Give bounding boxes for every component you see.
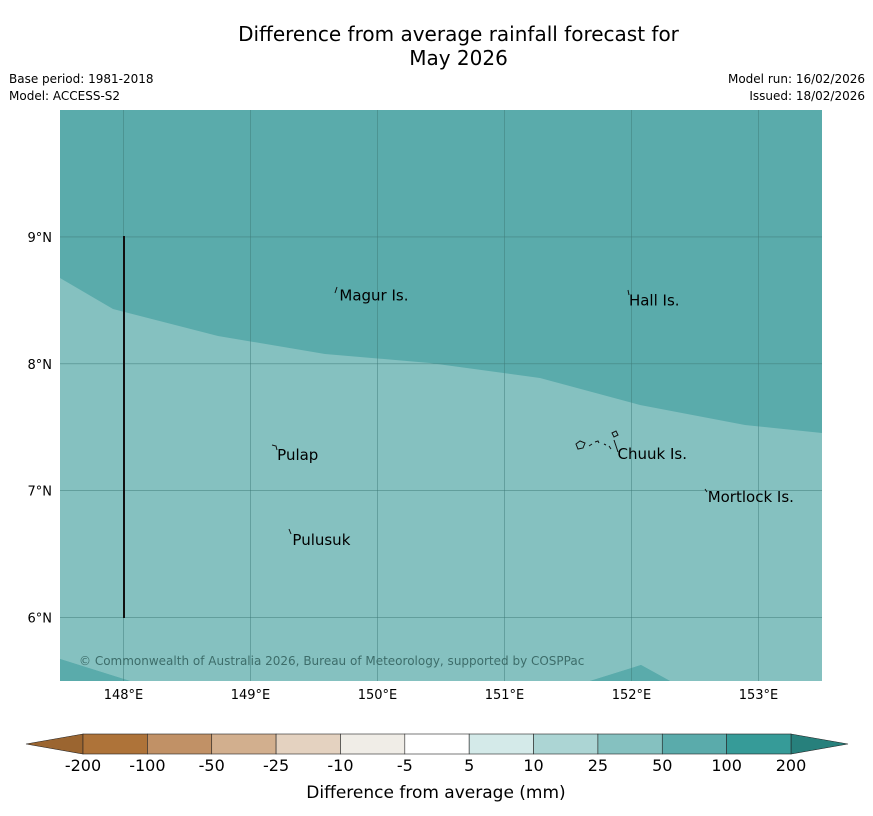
anomaly-band-lower-50-100 [60,659,670,681]
chuuk-lagoon-island-2 [588,443,593,447]
place-label-1: Hall Is. [629,291,680,309]
colorbar-segment-2 [211,733,277,755]
copyright-text: © Commonwealth of Australia 2026, Bureau… [79,654,584,668]
place-labels: Magur Is. Hall Is. Pulap Chuuk Is. Mortlock … [277,286,794,549]
colorbar-tick-label-1: -100 [129,756,165,775]
lon-tick-label-2: 150°E [358,688,398,703]
colorbar-segment-0 [82,733,148,755]
chuuk-lagoon-island-3 [594,440,600,444]
pulusuk-island-shape [288,528,292,535]
lat-tick-label-0: 9°N [28,231,53,246]
colorbar-under-extension [25,733,84,755]
colorbar-segment-5 [404,733,470,755]
lat-tick-label-3: 6°N [28,612,53,627]
colorbar-segment-6 [468,733,534,755]
colorbar-tick-label-4: -10 [327,756,353,775]
map-title: Difference from average rainfall forecas… [0,22,873,70]
colorbar-segment-3 [275,733,341,755]
model-run-text: Model run: 16/02/2026 [727,72,865,86]
colorbar-segment-7 [533,733,599,755]
colorbar-title: Difference from average (mm) [306,783,565,803]
map-panel: Magur Is. Hall Is. Pulap Chuuk Is. Mortlock … [60,110,822,681]
colorbar-tick-label-11: 200 [776,756,807,775]
colorbar-tick-label-0: -200 [65,756,101,775]
chuuk-lagoon-island-5 [611,430,619,453]
place-label-3: Chuuk Is. [618,445,687,463]
colorbar-segment-4 [340,733,406,755]
meta-left: Base period: 1981-2018 Model: ACCESS-S2 [9,71,154,105]
colorbar-tick-label-2: -50 [199,756,225,775]
colorbar-tick-label-3: -25 [263,756,289,775]
colorbar-tick-label-7: 10 [523,756,543,775]
model-text: Model: ACCESS-S2 [9,89,121,103]
lon-tick-label-0: 148°E [104,688,144,703]
colorbar-segment-10 [726,733,792,755]
lon-tick-label-1: 149°E [231,688,271,703]
base-period-text: Base period: 1981-2018 [9,72,154,86]
island-outlines [271,286,708,535]
colorbar-segment-1 [147,733,213,755]
lat-tick-label-1: 8°N [28,358,53,373]
place-label-0: Magur Is. [339,286,408,304]
issued-text: Issued: 18/02/2026 [749,89,865,103]
magur-island-shape [334,286,338,294]
latitude-labels: 9°N 8°N 7°N 6°N [28,231,53,627]
longitude-labels: 148°E 149°E 150°E 151°E 152°E 153°E [104,688,779,703]
lon-tick-label-5: 153°E [739,688,779,703]
title-line-2: May 2026 [409,46,508,70]
chuuk-lagoon-island-4 [603,443,612,450]
colorbar-tick-label-8: 25 [588,756,608,775]
colorbar-tick-label-9: 50 [652,756,672,775]
lon-tick-label-3: 151°E [485,688,525,703]
lon-tick-label-4: 152°E [612,688,652,703]
colorbar-segment-8 [597,733,663,755]
hall-island-shape [627,289,630,296]
colorbar: -200 -100 -50 -25 -10 -5 5 10 25 50 100 200 [25,733,849,775]
colorbar-tick-label-10: 100 [711,756,742,775]
place-label-4: Mortlock Is. [708,488,794,506]
chuuk-lagoon-island-1 [575,440,586,450]
colorbar-segment-9 [661,733,727,755]
colorbar-tick-label-6: 5 [464,756,474,775]
mortlock-island-shape [704,488,708,493]
pulap-island-shape [271,444,278,451]
place-label-2: Pulap [277,446,318,464]
title-line-1: Difference from average rainfall forecas… [238,22,679,46]
colorbar-over-extension [790,733,849,755]
colorbar-tick-label-5: -5 [397,756,413,775]
lat-tick-label-2: 7°N [28,485,53,500]
meta-right: Model run: 16/02/2026 Issued: 18/02/2026 [728,71,865,105]
place-label-5: Pulusuk [292,531,350,549]
